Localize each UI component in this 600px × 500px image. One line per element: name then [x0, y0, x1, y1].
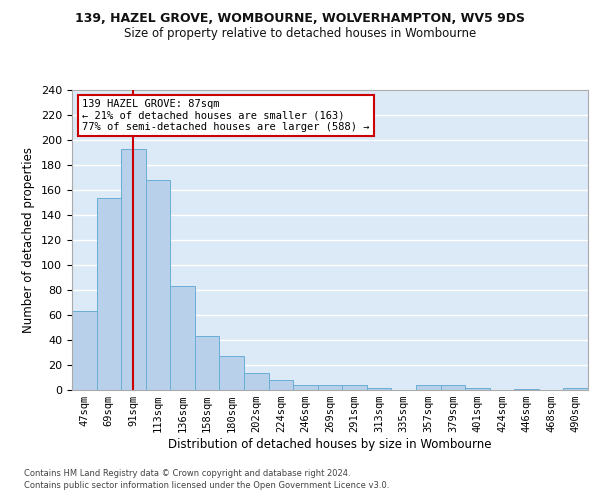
- Y-axis label: Number of detached properties: Number of detached properties: [22, 147, 35, 333]
- Text: 139 HAZEL GROVE: 87sqm
← 21% of detached houses are smaller (163)
77% of semi-de: 139 HAZEL GROVE: 87sqm ← 21% of detached…: [82, 99, 370, 132]
- Bar: [416, 385, 440, 390]
- Bar: [514, 389, 539, 390]
- Bar: [293, 385, 318, 390]
- Bar: [195, 336, 220, 390]
- Bar: [121, 149, 146, 390]
- Bar: [440, 385, 465, 390]
- Text: 139, HAZEL GROVE, WOMBOURNE, WOLVERHAMPTON, WV5 9DS: 139, HAZEL GROVE, WOMBOURNE, WOLVERHAMPT…: [75, 12, 525, 26]
- X-axis label: Distribution of detached houses by size in Wombourne: Distribution of detached houses by size …: [168, 438, 492, 451]
- Text: Size of property relative to detached houses in Wombourne: Size of property relative to detached ho…: [124, 28, 476, 40]
- Bar: [220, 356, 244, 390]
- Bar: [269, 380, 293, 390]
- Bar: [72, 311, 97, 390]
- Bar: [244, 372, 269, 390]
- Bar: [465, 388, 490, 390]
- Bar: [97, 198, 121, 390]
- Bar: [146, 180, 170, 390]
- Bar: [367, 388, 391, 390]
- Bar: [563, 388, 588, 390]
- Bar: [170, 286, 195, 390]
- Text: Contains public sector information licensed under the Open Government Licence v3: Contains public sector information licen…: [24, 481, 389, 490]
- Text: Contains HM Land Registry data © Crown copyright and database right 2024.: Contains HM Land Registry data © Crown c…: [24, 468, 350, 477]
- Bar: [318, 385, 342, 390]
- Bar: [342, 385, 367, 390]
